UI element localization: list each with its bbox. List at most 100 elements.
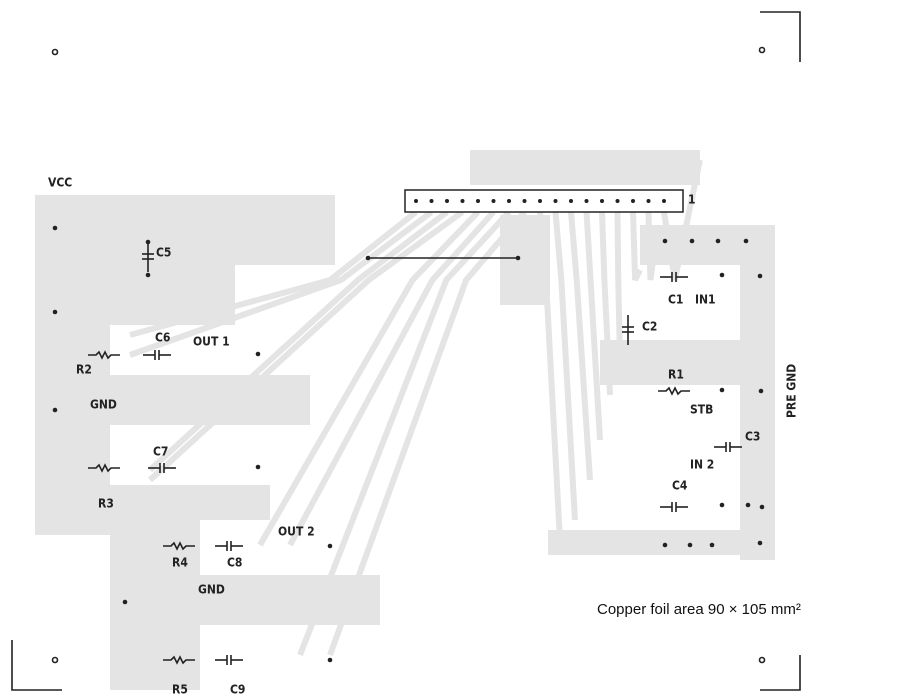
- pin: [460, 199, 465, 203]
- pad: [327, 543, 333, 549]
- pad: [255, 464, 261, 470]
- label: C2: [642, 320, 657, 334]
- pin: [538, 199, 542, 203]
- pin: [631, 199, 635, 203]
- label: 1: [688, 193, 696, 207]
- pad: [122, 599, 128, 605]
- hole: [51, 656, 59, 664]
- resistor: [88, 463, 120, 473]
- trace: [257, 209, 481, 547]
- label: IN 2: [690, 458, 714, 472]
- pin: [507, 199, 511, 203]
- caption: Copper foil area 90 × 105 mm²: [597, 601, 801, 618]
- copper: [35, 325, 110, 535]
- label: GND: [198, 583, 225, 597]
- label: C1: [668, 293, 683, 307]
- corner: [11, 640, 62, 691]
- connector: [404, 189, 684, 213]
- trace: [287, 209, 496, 547]
- trace: [599, 211, 613, 396]
- copper: [470, 150, 700, 185]
- pin: [522, 199, 527, 203]
- pin: [414, 199, 418, 203]
- pad: [719, 387, 725, 393]
- pad: [145, 272, 151, 278]
- label: C7: [153, 445, 168, 459]
- pad: [709, 542, 715, 548]
- label: R5: [172, 683, 188, 697]
- pad: [327, 657, 333, 663]
- pads: [52, 199, 765, 663]
- trace: [614, 211, 623, 361]
- hole: [51, 48, 59, 56]
- trace: [147, 209, 465, 483]
- label: VCC: [48, 176, 72, 190]
- trace: [327, 210, 527, 657]
- components: [88, 242, 742, 665]
- pad: [365, 255, 371, 261]
- trace: [147, 209, 449, 473]
- label: PRE GND: [785, 364, 799, 418]
- trace: [552, 211, 578, 521]
- copper: [740, 225, 775, 560]
- pin: [445, 199, 449, 203]
- corner: [760, 11, 801, 62]
- label: GND: [90, 398, 117, 412]
- pin: [646, 199, 651, 203]
- trace: [128, 209, 434, 358]
- label: R1: [668, 368, 684, 382]
- trace: [645, 211, 658, 281]
- pad: [687, 542, 693, 548]
- trace: [537, 211, 563, 541]
- pad: [255, 351, 261, 357]
- label: R3: [98, 497, 114, 511]
- trace: [297, 209, 512, 657]
- label: STB: [690, 403, 713, 417]
- pad: [662, 238, 668, 244]
- pad: [52, 225, 58, 231]
- pad: [757, 273, 763, 279]
- pin: [600, 199, 604, 203]
- trace: [583, 211, 603, 441]
- label: OUT 2: [278, 525, 315, 539]
- trace: [129, 209, 418, 338]
- pad: [719, 272, 725, 278]
- hole: [758, 46, 766, 54]
- label: C3: [745, 430, 760, 444]
- pad: [758, 388, 764, 394]
- pad: [145, 239, 151, 245]
- label: C4: [672, 479, 688, 493]
- traces: [128, 159, 703, 657]
- pad: [715, 238, 721, 244]
- pin: [491, 199, 496, 203]
- pad: [745, 502, 751, 508]
- copper: [35, 195, 335, 265]
- pad: [52, 407, 58, 413]
- resistor: [88, 350, 120, 360]
- pin: [584, 199, 589, 203]
- copper-areas: [35, 150, 775, 690]
- label: R2: [76, 363, 92, 377]
- copper: [600, 340, 740, 385]
- pad: [757, 540, 763, 546]
- pad: [689, 238, 695, 244]
- label: OUT 1: [193, 335, 230, 349]
- pad: [743, 238, 749, 244]
- pad: [52, 309, 58, 315]
- hole: [758, 656, 766, 664]
- pad: [662, 542, 668, 548]
- resistor: [658, 386, 690, 396]
- label: C6: [155, 331, 170, 345]
- pin: [569, 199, 573, 203]
- trace: [661, 159, 703, 281]
- label: C8: [227, 556, 242, 570]
- resistor: [163, 655, 195, 665]
- copper: [548, 530, 748, 555]
- pin: [476, 199, 480, 203]
- pin: [662, 199, 666, 203]
- resistor: [163, 541, 195, 551]
- pad: [759, 504, 765, 510]
- pin: [553, 199, 558, 203]
- pin: [429, 199, 434, 203]
